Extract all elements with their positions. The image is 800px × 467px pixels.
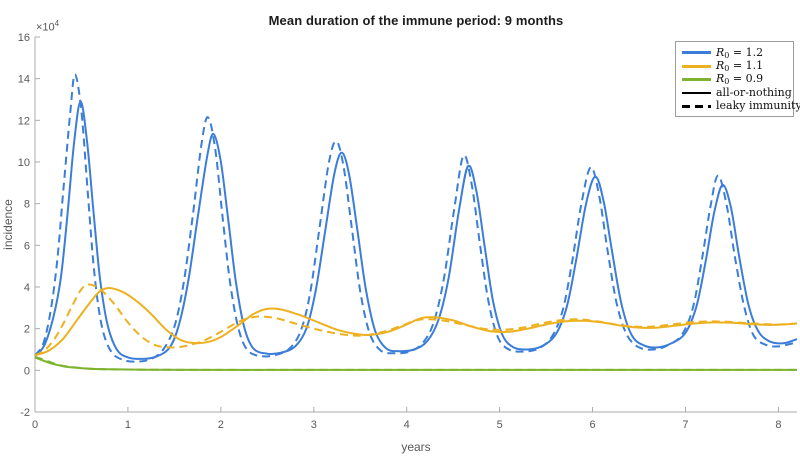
legend-item-all-or-nothing: all-or-nothing: [682, 86, 792, 100]
legend-label: all-or-nothing: [716, 86, 792, 100]
legend-math-var: R: [716, 45, 725, 59]
y-tick-label: 4: [24, 282, 30, 294]
curve-r0-1.2-leaky: [34, 73, 798, 363]
legend-label-text: = 1.1: [729, 59, 764, 73]
legend-item-leaky-immunity: leaky immunity: [682, 99, 800, 113]
legend-math-sub: 0: [724, 50, 730, 60]
legend-line-sample-green: [682, 77, 711, 81]
x-tick-label: 6: [589, 419, 595, 431]
legend-label: R0 = 0.9: [716, 72, 763, 86]
legend-label: R0 = 1.2: [716, 46, 763, 60]
legend-label-text: = 0.9: [729, 72, 764, 86]
y-axis-multiplier: ×104: [36, 19, 59, 34]
x-tick-label: 7: [682, 419, 688, 431]
legend-line-sample-dashed-black: [682, 104, 711, 108]
y-tick-label: -2: [20, 407, 30, 419]
x-axis-title: years: [401, 440, 430, 454]
y-tick-label: 16: [18, 32, 30, 44]
y-axis-title: incidence: [1, 199, 15, 250]
legend-label: leaky immunity: [716, 99, 800, 113]
x-tick-label: 4: [404, 419, 410, 431]
x-tick-label: 1: [125, 419, 131, 431]
legend-math-var: R: [716, 72, 725, 86]
curve-r0-0.9-leaky: [34, 355, 797, 371]
chart-title: Mean duration of the immune period: 9 mo…: [268, 13, 564, 28]
legend-item-r0-0.9: R0 = 0.9: [682, 72, 789, 86]
legend-line-sample-solid-black: [682, 91, 711, 95]
x-tick-label: 8: [775, 419, 781, 431]
y-tick-label: 12: [18, 115, 30, 127]
legend-math-sub: 0: [724, 77, 730, 87]
legend-label-text: leaky immunity: [716, 99, 800, 113]
y-tick-label: 6: [24, 240, 30, 252]
legend-item-r0-1.2: R0 = 1.2: [682, 46, 789, 60]
legend-line-sample-blue: [682, 51, 711, 55]
x-tick-label: 2: [218, 419, 224, 431]
y-tick-label: 14: [18, 74, 30, 86]
legend-math-sub: 0: [724, 64, 730, 74]
x-tick-label: 0: [32, 419, 38, 431]
legend: R0 = 1.2 R0 = 1.1 R0 = 0.9 all-or-nothin…: [675, 41, 800, 117]
curve-r0-1.1-all-or-nothing: [34, 286, 798, 357]
y-axis-multiplier-exponent: 4: [54, 19, 60, 28]
x-tick-label: 5: [497, 419, 503, 431]
legend-label-text: all-or-nothing: [716, 85, 792, 99]
curve-r0-1.1-leaky: [34, 283, 798, 357]
x-tick-label: 3: [311, 419, 317, 431]
axes: [34, 36, 797, 413]
y-tick-label: 0: [24, 365, 30, 377]
legend-math-var: R: [716, 59, 725, 73]
legend-label: R0 = 1.1: [716, 59, 763, 73]
plot-series: [34, 73, 798, 371]
y-axis-multiplier-base: ×10: [36, 21, 55, 34]
legend-label-text: = 1.2: [729, 45, 764, 59]
y-tick-label: 8: [24, 199, 30, 211]
y-tick-label: 2: [24, 324, 30, 336]
curve-r0-1.2-all-or-nothing: [34, 100, 798, 360]
legend-item-r0-1.1: R0 = 1.1: [682, 59, 789, 73]
y-tick-label: 10: [18, 157, 30, 169]
legend-line-sample-yellow: [682, 64, 711, 68]
